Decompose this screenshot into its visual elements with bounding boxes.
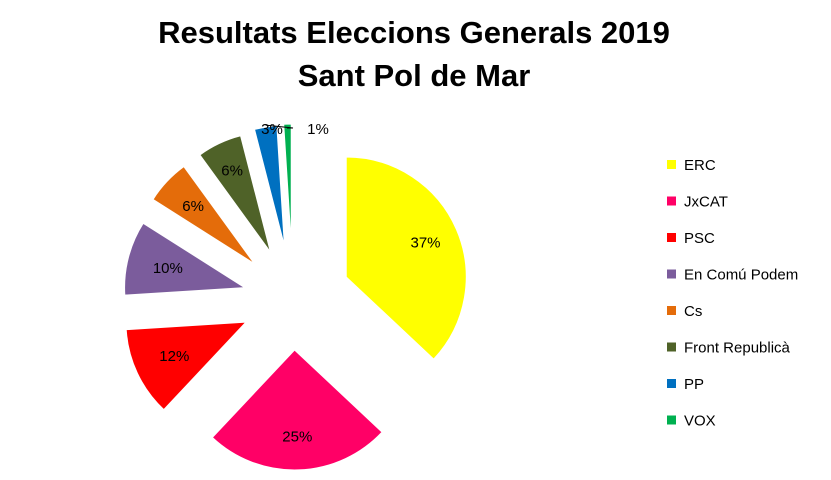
chart-title-line-1: Resultats Eleccions Generals 2019	[158, 15, 670, 50]
legend-swatch-vox	[667, 415, 676, 425]
pie-slices	[124, 123, 467, 471]
slice-labels: 37% 25% 12% 10% 6% 6% 3% 1%	[153, 121, 441, 445]
slice-label-erc: 37%	[411, 235, 441, 252]
slice-label-pp: 3%	[261, 121, 283, 138]
legend-label-front-republica: Front Republicà	[684, 340, 791, 357]
legend-label-jxcat: JxCAT	[684, 194, 728, 211]
pie-slice-front-republica	[199, 135, 271, 253]
leader-line-pp	[265, 124, 294, 129]
pie-slice-cs	[152, 165, 255, 265]
slice-label-jxcat: 25%	[282, 428, 312, 445]
legend-swatch-jxcat	[667, 196, 676, 206]
slice-label-cs: 6%	[182, 198, 204, 215]
legend-label-psc: PSC	[684, 230, 715, 247]
pie-slice-erc	[345, 156, 467, 360]
legend-label-vox: VOX	[684, 413, 716, 430]
legend-label-pp: PP	[684, 376, 704, 393]
chart-title-line-2: Sant Pol de Mar	[298, 58, 531, 93]
legend-swatch-front-republica	[667, 342, 676, 352]
slice-label-vox: 1%	[307, 121, 329, 138]
pie-slice-vox	[283, 123, 292, 245]
legend-label-cs: Cs	[684, 303, 702, 320]
legend-label-en-comu-podem: En Comú Podem	[684, 267, 798, 284]
pie-slice-en-comu-podem	[124, 222, 247, 296]
legend-swatch-psc	[667, 233, 676, 242]
legend: ERC JxCAT PSC En Comú Podem Cs Front Republic…	[667, 157, 798, 430]
legend-swatch-cs	[667, 306, 676, 315]
slice-label-en-comu-podem: 10%	[153, 260, 183, 277]
slice-label-front-republica: 6%	[221, 163, 243, 180]
legend-swatch-en-comu-podem	[667, 269, 676, 279]
pie-slice-jxcat	[211, 349, 383, 471]
pie-slice-psc	[125, 321, 248, 411]
slice-label-psc: 12%	[159, 348, 189, 365]
legend-swatch-pp	[667, 379, 676, 388]
legend-swatch-erc	[667, 160, 676, 169]
legend-label-erc: ERC	[684, 157, 716, 174]
